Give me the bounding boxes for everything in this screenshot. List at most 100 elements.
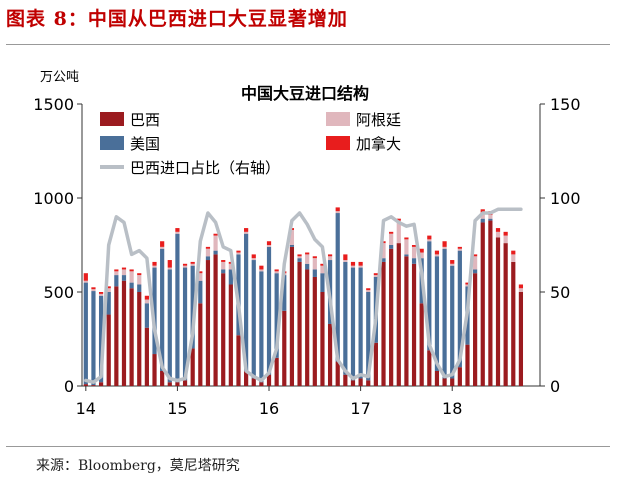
bar-segment-美国 [450, 265, 455, 379]
bar-segment-巴西 [175, 382, 180, 386]
bar-segment-巴西 [83, 384, 88, 386]
bar-segment-美国 [366, 292, 371, 381]
bar-segment-阿根廷 [144, 299, 149, 304]
bar-segment-阿根廷 [404, 239, 409, 255]
x-tick-label: 15 [167, 399, 187, 418]
bar-segment-美国 [121, 275, 127, 281]
bar-segment-巴西 [343, 374, 348, 386]
bar-segment-巴西 [457, 367, 462, 386]
bar-segment-加拿大 [373, 273, 378, 276]
bar-segment-阿根廷 [450, 263, 455, 266]
bar-segment-加拿大 [221, 260, 226, 262]
bar-segment-阿根廷 [366, 290, 371, 292]
bar-segment-加拿大 [305, 252, 310, 255]
bar-segment-阿根廷 [289, 229, 295, 245]
bar-segment-美国 [106, 292, 111, 315]
bar-segment-美国 [259, 271, 264, 383]
bar-segment-加拿大 [434, 250, 440, 255]
bar-segment-加拿大 [419, 248, 424, 253]
bar-segment-巴西 [511, 261, 516, 386]
bar-segment-阿根廷 [236, 252, 241, 255]
bar-segment-美国 [427, 241, 432, 351]
bar-segment-美国 [442, 248, 447, 379]
bar-segment-阿根廷 [335, 211, 340, 214]
bar-segment-阿根廷 [213, 235, 218, 251]
bar-segment-阿根廷 [465, 284, 470, 287]
bar-segment-加拿大 [106, 286, 111, 289]
bar-segment-加拿大 [236, 250, 241, 253]
bar-segment-加拿大 [83, 273, 88, 281]
bar-segment-阿根廷 [343, 260, 348, 262]
bar-segment-美国 [244, 233, 249, 371]
bar-segment-加拿大 [129, 269, 134, 272]
bar-segment-阿根廷 [160, 246, 165, 249]
bar-segment-美国 [205, 256, 211, 261]
bar-segment-巴西 [488, 220, 493, 386]
bar-segment-巴西 [389, 248, 394, 386]
bar-segment-巴西 [198, 303, 203, 386]
x-tick-label: 18 [442, 399, 462, 418]
x-tick-label: 14 [76, 399, 96, 418]
bar-segment-美国 [434, 256, 440, 371]
bar-segment-加拿大 [175, 228, 180, 232]
bar-segment-巴西 [503, 243, 508, 386]
bar-segment-加拿大 [98, 292, 104, 294]
bar-segment-巴西 [312, 276, 317, 386]
bar-segment-阿根廷 [167, 267, 172, 270]
bar-segment-美国 [144, 303, 149, 328]
bar-segment-加拿大 [327, 254, 333, 257]
bar-segment-美国 [305, 263, 310, 270]
y-tick-label-right: 0 [550, 377, 560, 396]
bar-segment-加拿大 [350, 261, 356, 266]
bar-segment-阿根廷 [327, 256, 333, 261]
bar-segment-阿根廷 [389, 233, 394, 245]
bar-segment-加拿大 [366, 288, 371, 291]
bar-segment-阿根廷 [511, 254, 516, 262]
bar-segment-阿根廷 [244, 231, 249, 234]
bar-segment-巴西 [213, 254, 218, 386]
bar-segment-巴西 [144, 327, 149, 386]
bar-segment-巴西 [114, 286, 119, 386]
bar-segment-美国 [350, 267, 356, 381]
bar-segment-加拿大 [167, 260, 172, 268]
legend-swatch [326, 112, 350, 126]
bar-segment-巴西 [91, 385, 96, 386]
bar-segment-阿根廷 [198, 273, 203, 281]
bar-segment-美国 [343, 261, 348, 375]
bar-segment-美国 [473, 269, 478, 274]
bar-segment-巴西 [427, 350, 432, 386]
bar-segment-巴西 [480, 222, 485, 386]
bar-segment-美国 [389, 245, 394, 249]
x-tick-label: 17 [350, 399, 370, 418]
bar-segment-阿根廷 [427, 239, 432, 242]
bar-segment-巴西 [137, 292, 142, 386]
bar-segment-阿根廷 [91, 289, 96, 292]
bar-segment-巴西 [205, 260, 211, 386]
bar-segment-美国 [312, 269, 317, 277]
bar-segment-加拿大 [198, 271, 203, 274]
bar-segment-加拿大 [297, 254, 302, 257]
bar-segment-阿根廷 [266, 245, 272, 247]
bar-segment-加拿大 [465, 282, 470, 285]
bar-segment-加拿大 [457, 246, 462, 249]
bar-segment-阿根廷 [488, 214, 493, 219]
bar-segment-巴西 [411, 263, 417, 386]
bar-segment-美国 [320, 273, 325, 292]
bar-segment-加拿大 [389, 231, 394, 234]
bar-segment-阿根廷 [114, 271, 119, 276]
bar-segment-美国 [152, 267, 157, 355]
bar-segment-阿根廷 [442, 246, 447, 249]
bar-segment-阿根廷 [473, 256, 478, 270]
bar-segment-美国 [160, 248, 165, 371]
bar-segment-巴西 [396, 243, 401, 386]
bar-segment-美国 [335, 213, 340, 362]
bar-segment-加拿大 [259, 265, 264, 270]
bar-segment-美国 [457, 250, 462, 368]
bar-segment-美国 [167, 269, 172, 383]
bar-segment-巴西 [152, 354, 157, 386]
legend-label: 加拿大 [356, 135, 401, 153]
bar-segment-加拿大 [335, 207, 340, 212]
bar-segment-加拿大 [480, 209, 485, 214]
bar-segment-阿根廷 [297, 256, 302, 259]
